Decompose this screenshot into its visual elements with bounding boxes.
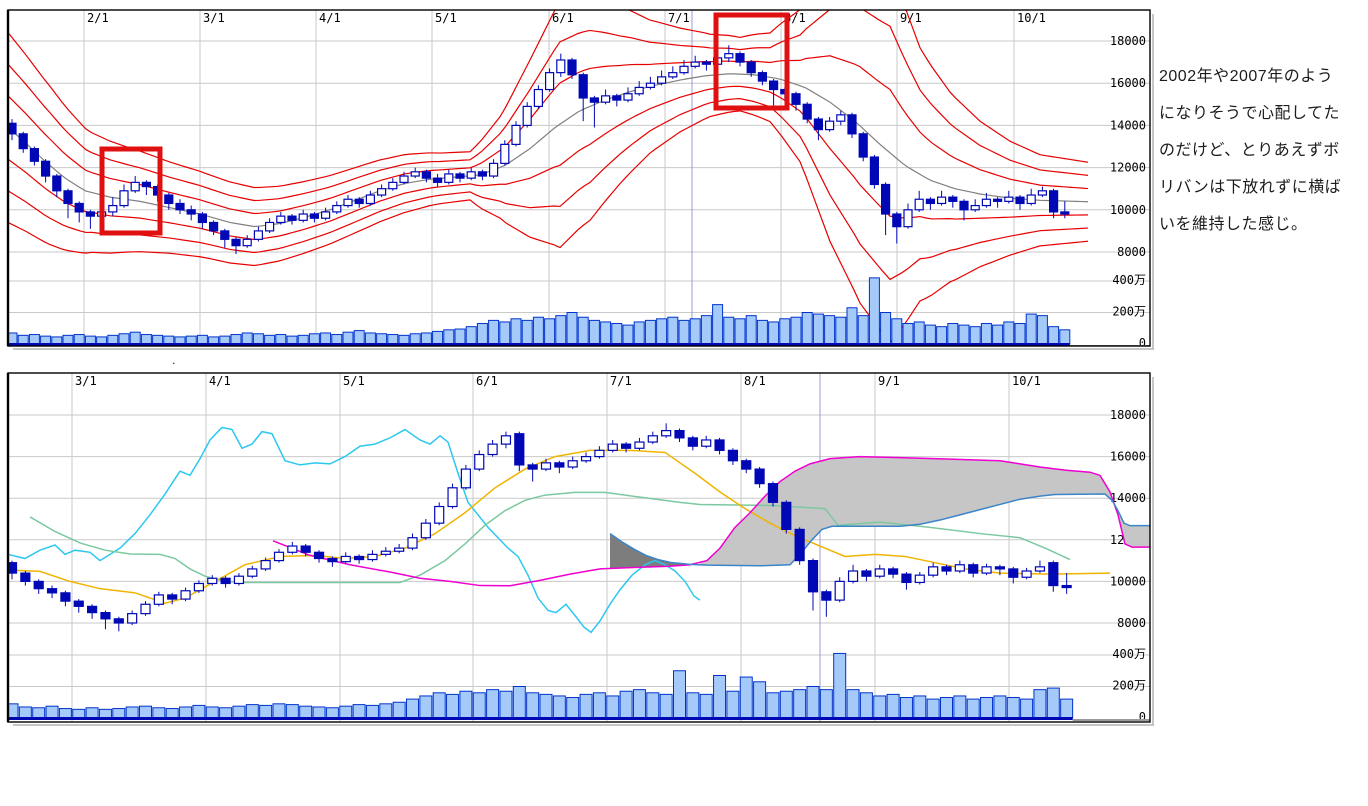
svg-text:10000: 10000 <box>1110 574 1146 588</box>
svg-text:18000: 18000 <box>1110 408 1146 422</box>
annotation-line: リバンは下放れずに横ば <box>1159 179 1342 196</box>
annotation-line: 2002年や2007年のよう <box>1159 68 1334 85</box>
ichimoku-cloud-chart: 3/1 4/1 5/1 6/1 7/1 8/1 9/1 10/1 18000 16000 14000… <box>6 372 1154 726</box>
svg-text:14000: 14000 <box>1110 491 1146 505</box>
svg-text:10000: 10000 <box>1110 203 1146 217</box>
svg-text:9/1: 9/1 <box>900 11 922 25</box>
svg-text:200万: 200万 <box>1112 679 1146 693</box>
svg-text:9/1: 9/1 <box>878 374 900 388</box>
svg-text:0: 0 <box>1139 710 1146 724</box>
annotation-line: いを維持した感じ。 <box>1159 216 1308 233</box>
svg-text:400万: 400万 <box>1112 647 1146 661</box>
svg-text:4/1: 4/1 <box>209 374 231 388</box>
svg-text:6/1: 6/1 <box>476 374 498 388</box>
svg-text:5/1: 5/1 <box>343 374 365 388</box>
svg-text:18000: 18000 <box>1110 34 1146 48</box>
svg-text:10/1: 10/1 <box>1017 11 1046 25</box>
annotation-line: になりそうで心配してた <box>1159 105 1341 122</box>
svg-text:10/1: 10/1 <box>1012 374 1041 388</box>
svg-text:6/1: 6/1 <box>552 11 574 25</box>
svg-text:8000: 8000 <box>1117 616 1146 630</box>
svg-text:16000: 16000 <box>1110 76 1146 90</box>
svg-text:8/1: 8/1 <box>744 374 766 388</box>
svg-text:200万: 200万 <box>1112 305 1146 319</box>
svg-text:8000: 8000 <box>1117 245 1146 259</box>
stray-dot: . <box>172 352 176 367</box>
svg-text:4/1: 4/1 <box>319 11 341 25</box>
svg-text:7/1: 7/1 <box>668 11 690 25</box>
bollinger-band-chart: 2/1 3/1 4/1 5/1 6/1 7/1 8/1 9/1 10/1180001600014… <box>6 9 1154 350</box>
svg-text:16000: 16000 <box>1110 450 1146 464</box>
annotation-text: 2002年や2007年のよう になりそうで心配してた のだけど、とりあえずボ リ… <box>1159 58 1365 243</box>
svg-text:2/1: 2/1 <box>87 11 109 25</box>
annotation-line: のだけど、とりあえずボ <box>1159 142 1340 159</box>
svg-text:3/1: 3/1 <box>75 374 97 388</box>
svg-text:7/1: 7/1 <box>610 374 632 388</box>
svg-text:5/1: 5/1 <box>435 11 457 25</box>
svg-text:12000: 12000 <box>1110 161 1146 175</box>
svg-text:3/1: 3/1 <box>203 11 225 25</box>
svg-text:400万: 400万 <box>1112 273 1146 287</box>
svg-text:14000: 14000 <box>1110 118 1146 132</box>
svg-text:0: 0 <box>1139 336 1146 350</box>
